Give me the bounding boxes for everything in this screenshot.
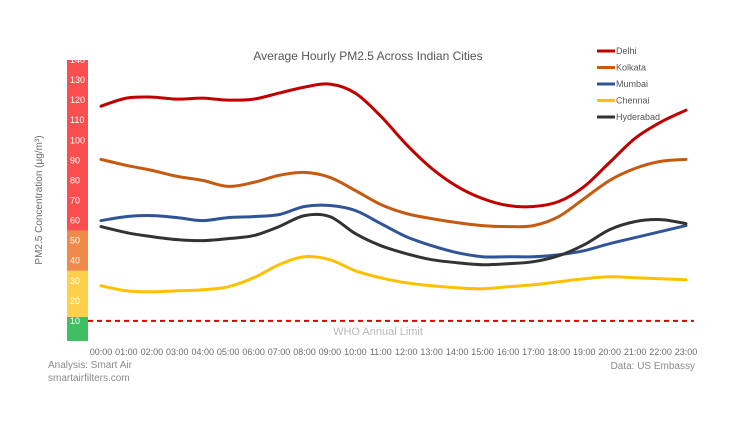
- series-line-mumbai: [99, 203, 688, 259]
- x-tick-label: 21:00: [624, 347, 647, 357]
- x-tick-label: 13:00: [420, 347, 443, 357]
- series-line-hyderabad: [99, 212, 688, 267]
- aqi-band-1: [67, 270, 88, 317]
- analysis-credit: Analysis: Smart Air: [48, 360, 133, 371]
- who-limit-reference: WHO Annual Limit: [88, 319, 694, 338]
- x-tick-label: 10:00: [344, 347, 367, 357]
- series-line-kolkata: [99, 157, 688, 229]
- y-tick-label: 20: [70, 296, 80, 306]
- x-tick-label: 11:00: [370, 347, 392, 357]
- y-tick-label: 90: [70, 155, 80, 165]
- who-limit-label: WHO Annual Limit: [333, 326, 423, 338]
- y-tick-label: 10: [70, 316, 80, 326]
- y-tick-label: 140: [70, 55, 85, 65]
- legend-label-chennai: Chennai: [616, 96, 650, 106]
- y-tick-label: 40: [70, 256, 80, 266]
- x-tick-label: 07:00: [268, 347, 291, 357]
- y-axis-tick-labels: 10 20 30 40 50 60 70 80 90 100 110 120 130 140: [70, 55, 85, 326]
- chart-title: Average Hourly PM2.5 Across Indian Citie…: [253, 49, 482, 63]
- x-tick-label: 15:00: [471, 347, 494, 357]
- series-line-delhi: [99, 82, 688, 209]
- x-tick-label: 20:00: [598, 347, 621, 357]
- x-tick-label: 19:00: [573, 347, 596, 357]
- x-tick-label: 14:00: [446, 347, 469, 357]
- series-line-chennai: [99, 255, 688, 294]
- x-tick-label: 06:00: [242, 347, 265, 357]
- legend: Delhi Kolkata Mumbai Chennai Hyderabad: [597, 46, 660, 122]
- y-axis-label: PM2.5 Concentration (µg/m³): [34, 135, 45, 264]
- series-lines: [99, 82, 688, 294]
- analysis-website: smartairfilters.com: [48, 373, 130, 384]
- x-tick-label: 02:00: [141, 347, 164, 357]
- aqi-band-3: [67, 60, 88, 231]
- aqi-color-bands: [67, 60, 88, 341]
- x-tick-label: 08:00: [293, 347, 316, 357]
- x-tick-label: 04:00: [191, 347, 214, 357]
- y-tick-label: 110: [70, 115, 84, 125]
- x-axis-tick-labels: 00:00 01:00 02:00 03:00 04:00 05:00 06:00 07:00…: [90, 347, 698, 357]
- x-tick-label: 16:00: [497, 347, 520, 357]
- y-tick-label: 70: [70, 196, 80, 206]
- y-tick-label: 30: [70, 276, 80, 286]
- x-tick-label: 03:00: [166, 347, 189, 357]
- y-tick-label: 130: [70, 75, 85, 85]
- x-tick-label: 05:00: [217, 347, 240, 357]
- y-tick-label: 100: [70, 135, 85, 145]
- y-tick-label: 60: [70, 216, 80, 226]
- x-tick-label: 09:00: [319, 347, 342, 357]
- x-tick-label: 18:00: [548, 347, 571, 357]
- y-tick-label: 50: [70, 236, 80, 246]
- legend-label-kolkata: Kolkata: [616, 63, 646, 73]
- x-tick-label: 12:00: [395, 347, 418, 357]
- aqi-band-2: [67, 230, 88, 271]
- data-source: Data: US Embassy: [611, 361, 695, 372]
- legend-label-mumbai: Mumbai: [616, 79, 648, 89]
- x-tick-label: 01:00: [115, 347, 138, 357]
- legend-label-delhi: Delhi: [616, 46, 637, 56]
- aqi-band-0: [67, 316, 88, 341]
- x-tick-label: 00:00: [90, 347, 113, 357]
- x-tick-label: 22:00: [649, 347, 672, 357]
- y-tick-label: 120: [70, 95, 85, 105]
- legend-label-hyderabad: Hyderabad: [616, 112, 660, 122]
- y-tick-label: 80: [70, 175, 80, 185]
- x-tick-label: 23:00: [675, 347, 698, 357]
- x-tick-label: 17:00: [522, 347, 545, 357]
